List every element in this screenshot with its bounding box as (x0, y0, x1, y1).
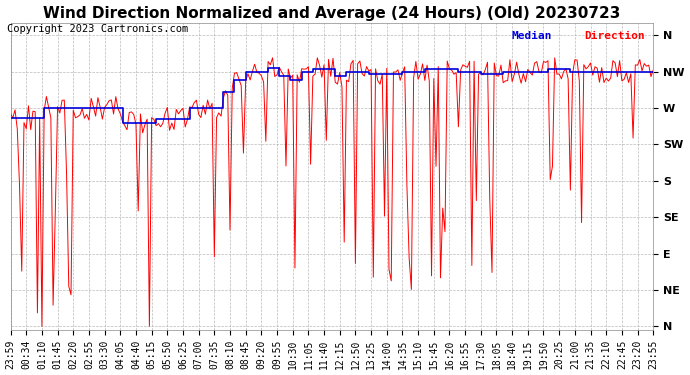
Text: Median: Median (512, 31, 552, 41)
Text: Direction: Direction (584, 31, 644, 41)
Title: Wind Direction Normalized and Average (24 Hours) (Old) 20230723: Wind Direction Normalized and Average (2… (43, 6, 620, 21)
Text: Copyright 2023 Cartronics.com: Copyright 2023 Cartronics.com (7, 24, 188, 34)
